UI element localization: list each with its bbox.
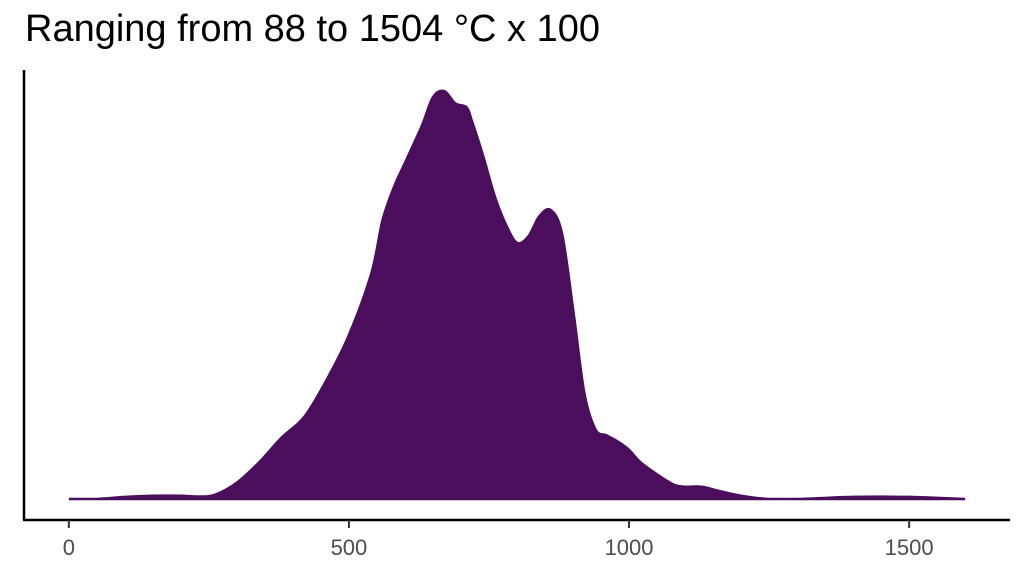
x-axis-ticks: 0 500 1000 1500	[63, 520, 934, 560]
x-tick-label: 0	[63, 535, 75, 560]
x-tick-label: 1500	[885, 535, 934, 560]
x-tick-label: 500	[331, 535, 368, 560]
x-tick-label: 1000	[605, 535, 654, 560]
density-area	[68, 89, 966, 501]
chart-title: Ranging from 88 to 1504 °C x 100	[25, 8, 600, 50]
